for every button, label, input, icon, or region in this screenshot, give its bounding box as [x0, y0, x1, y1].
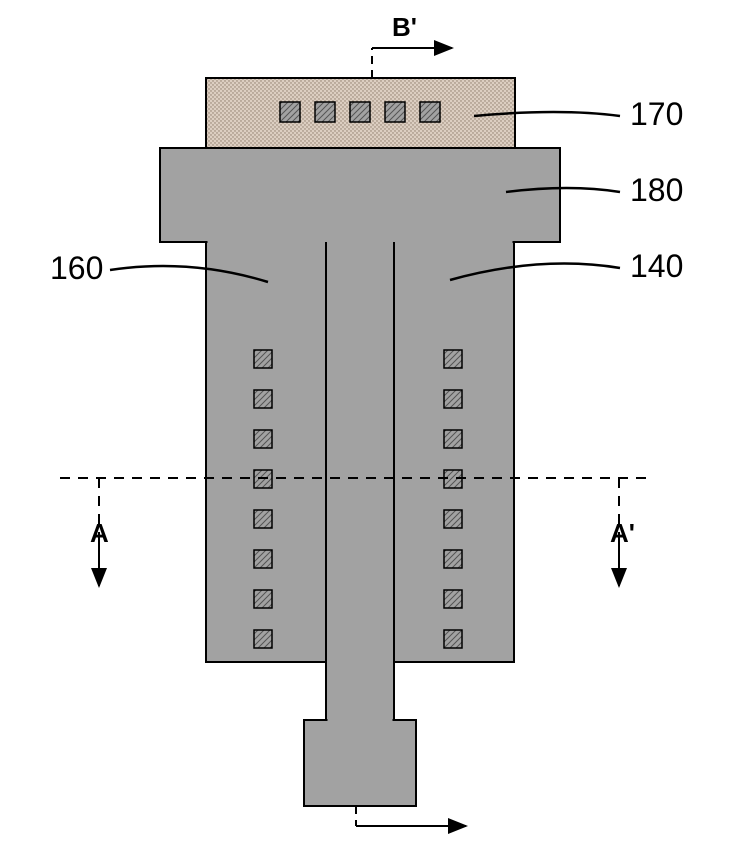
section-bottom-arrow [356, 806, 466, 826]
label-Aprime: A' [610, 518, 635, 549]
label-170: 170 [630, 96, 683, 133]
cross-bar [160, 148, 560, 242]
label-140: 140 [630, 248, 683, 285]
label-160: 160 [50, 250, 103, 287]
label-180: 180 [630, 172, 683, 209]
label-A: A [90, 518, 109, 549]
label-Bprime: B' [392, 12, 417, 43]
diagram-canvas: 170 180 140 160 A A' B' [0, 0, 753, 852]
bottom-block [304, 720, 416, 806]
section-bprime-top [372, 48, 452, 78]
